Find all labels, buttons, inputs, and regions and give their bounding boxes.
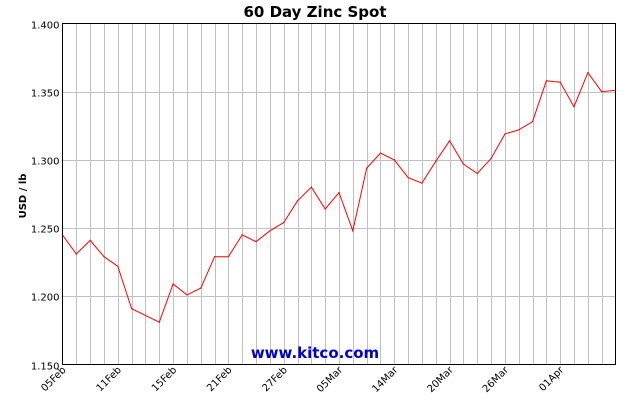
y-tick-label: 1.350 xyxy=(31,89,60,100)
chart-title: 60 Day Zinc Spot xyxy=(243,3,386,21)
x-tick-label: 27Feb xyxy=(261,365,290,394)
data-point xyxy=(186,294,188,296)
data-point xyxy=(255,241,257,243)
data-point xyxy=(366,167,368,169)
data-point xyxy=(573,106,575,108)
data-point xyxy=(421,182,423,184)
data-point xyxy=(200,287,202,289)
grid-lines xyxy=(62,23,616,365)
kitco-watermark: www.kitco.com xyxy=(251,344,379,362)
data-point xyxy=(559,81,561,83)
data-point xyxy=(324,208,326,210)
data-point xyxy=(407,177,409,179)
data-point xyxy=(435,160,437,162)
data-point xyxy=(214,256,216,258)
data-point xyxy=(89,239,91,241)
y-tick-label: 1.300 xyxy=(31,157,60,168)
data-point xyxy=(545,80,548,82)
x-tick-label: 05Mar xyxy=(315,364,346,395)
data-point xyxy=(379,152,382,154)
y-tick-label: 1.150 xyxy=(31,362,60,373)
data-point xyxy=(269,230,271,232)
x-tick-label: 01Apr xyxy=(537,364,567,394)
x-tick-label: 15Feb xyxy=(150,365,179,394)
y-tick-label: 1.250 xyxy=(31,225,60,236)
data-point xyxy=(117,265,119,267)
y-tick-labels: 1.400 1.350 1.300 1.250 1.200 1.150 xyxy=(31,21,60,373)
data-point xyxy=(158,321,160,323)
data-point xyxy=(504,133,506,135)
x-tick-label: 11Feb xyxy=(95,365,124,394)
data-point xyxy=(241,234,243,236)
plot-frame xyxy=(62,23,616,365)
data-point xyxy=(490,157,492,160)
data-point xyxy=(531,121,534,123)
data-point xyxy=(393,159,395,161)
data-point xyxy=(144,314,146,316)
data-point xyxy=(518,129,520,131)
data-point xyxy=(75,253,77,255)
x-tick-label: 14Mar xyxy=(370,364,401,395)
data-point xyxy=(296,200,299,202)
series-group xyxy=(61,71,617,323)
x-tick-label: 21Feb xyxy=(205,365,234,394)
data-point xyxy=(227,256,229,258)
data-point xyxy=(283,222,285,224)
y-tick-label: 1.200 xyxy=(31,293,60,304)
data-point xyxy=(310,186,312,188)
data-point xyxy=(352,230,354,232)
data-point xyxy=(587,72,589,74)
data-point xyxy=(462,163,464,165)
y-tick-label: 1.400 xyxy=(31,21,60,32)
x-tick-label: 26Mar xyxy=(481,364,512,395)
data-point xyxy=(449,140,451,142)
data-point xyxy=(601,91,603,93)
x-tick-label: 20Mar xyxy=(426,364,457,395)
data-point xyxy=(131,308,133,310)
data-point xyxy=(476,172,478,175)
y-axis-label: USD / lb xyxy=(18,174,29,219)
data-point xyxy=(103,256,105,258)
data-point xyxy=(338,192,340,194)
data-point xyxy=(172,283,174,285)
x-tick-labels: 05Feb 11Feb 15Feb 21Feb 27Feb 05Mar 14Mar 20Mar… xyxy=(39,364,567,395)
